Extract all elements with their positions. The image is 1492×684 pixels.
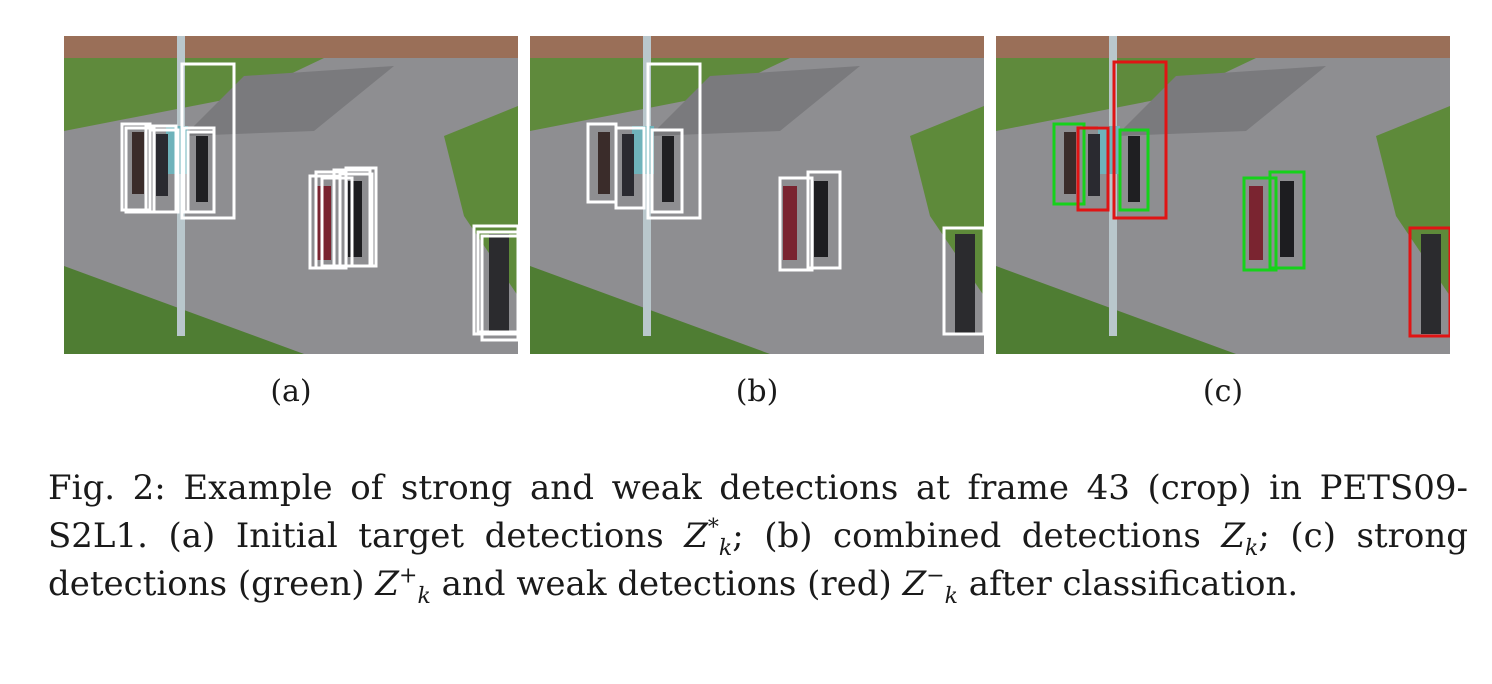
caption-line-2: S2L1. (a) Initial target detections Z*k;…	[48, 515, 1469, 561]
panel-c-label: (c)	[1202, 374, 1244, 409]
panel-b-label: (b)	[735, 374, 779, 409]
scene-a	[64, 36, 518, 354]
detection-box	[472, 224, 518, 336]
detection-box	[650, 128, 684, 214]
detection-box	[480, 234, 518, 342]
panel-b-image	[530, 36, 984, 354]
panel-c-image	[996, 36, 1450, 354]
detection-box	[148, 128, 180, 214]
detection-box	[180, 62, 236, 220]
detections-a	[120, 62, 518, 342]
strong-detection-box	[1242, 176, 1278, 272]
detections-b	[586, 62, 984, 336]
detection-box	[942, 226, 984, 336]
strong-detection-box	[1052, 122, 1086, 206]
detection-box	[614, 126, 646, 210]
detection-box	[646, 62, 702, 220]
weak-detection-box	[1076, 126, 1110, 212]
strong-detection-box	[1268, 170, 1306, 270]
strong-detection-box	[1118, 128, 1150, 212]
caption-line-3: detections (green) Z+k and weak detectio…	[48, 563, 1299, 609]
scene-c	[996, 36, 1450, 354]
weak-detection-box	[1112, 60, 1168, 220]
figure-caption: Fig. 2: Example of strong and weak detec…	[48, 464, 1468, 608]
panel-a-image	[64, 36, 518, 354]
caption-line-1: Fig. 2: Example of strong and weak detec…	[48, 468, 1468, 508]
scene-b	[530, 36, 984, 354]
detection-box	[124, 126, 156, 214]
detection-box	[778, 176, 814, 272]
detection-box	[344, 166, 378, 268]
detection-box	[476, 230, 518, 334]
detections-c	[1052, 60, 1450, 338]
panel-a-label: (a)	[270, 374, 312, 409]
detection-box	[186, 130, 216, 214]
detection-box	[806, 170, 842, 270]
weak-detection-box	[1408, 226, 1450, 338]
